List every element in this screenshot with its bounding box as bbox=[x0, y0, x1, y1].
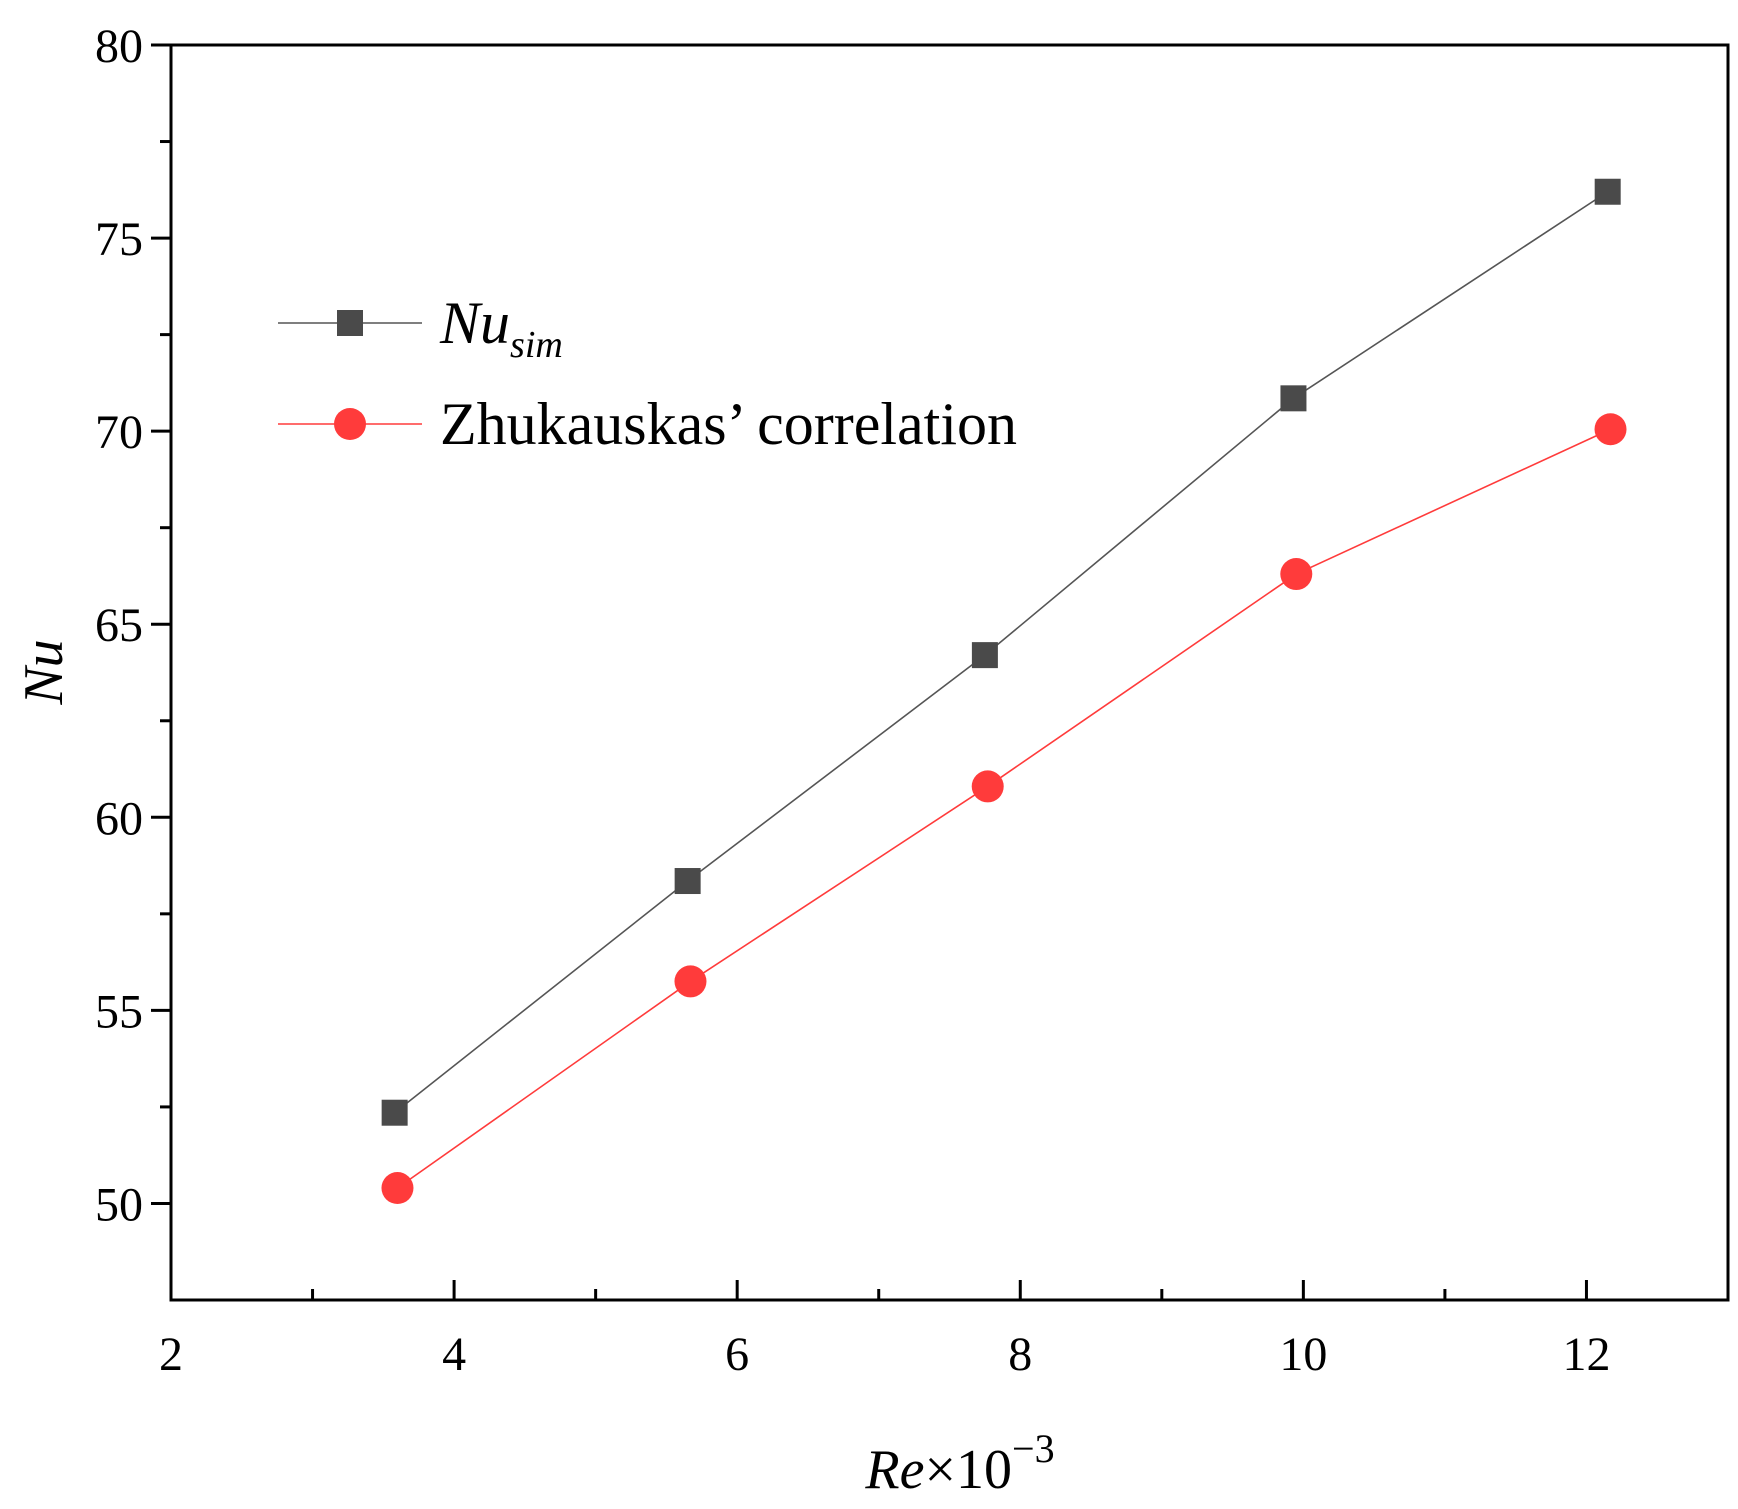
legend-label: Zhukauskas’ correlation bbox=[440, 391, 1017, 457]
data-point bbox=[971, 642, 998, 669]
x-tick-label: 12 bbox=[1562, 1328, 1610, 1381]
series-line bbox=[394, 191, 1609, 1114]
data-point bbox=[381, 1172, 414, 1205]
x-tick-label: 6 bbox=[725, 1328, 749, 1381]
legend-marker bbox=[334, 408, 366, 440]
legend: Nusim Zhukauskas’ correlation bbox=[278, 290, 1017, 457]
legend-item-2: Zhukauskas’ correlation bbox=[278, 391, 1017, 457]
plot-frame bbox=[169, 43, 1730, 1302]
legend-label-main: Zhukauskas’ correlation bbox=[440, 391, 1017, 457]
series-layer bbox=[381, 178, 1627, 1205]
x-axis-multiplier: ×10 bbox=[924, 1439, 1012, 1501]
data-point bbox=[674, 868, 701, 895]
data-point bbox=[1594, 413, 1627, 446]
y-axis-ticks: 50 55 60 65 70 75 80 bbox=[95, 20, 171, 1231]
legend-label: Nusim bbox=[439, 290, 563, 366]
legend-item-1: Nusim bbox=[278, 290, 563, 366]
legend-label-sub: sim bbox=[510, 324, 563, 366]
data-point bbox=[674, 965, 707, 998]
y-tick-label: 55 bbox=[95, 985, 143, 1038]
y-tick-label: 75 bbox=[95, 213, 143, 266]
data-point bbox=[1280, 385, 1307, 412]
x-axis-title: Re×10−3 bbox=[864, 1426, 1054, 1501]
y-tick-label: 50 bbox=[95, 1178, 143, 1231]
series-1 bbox=[381, 178, 1621, 1126]
x-axis-var: Re bbox=[864, 1439, 924, 1501]
x-tick-label: 8 bbox=[1008, 1328, 1032, 1381]
data-point bbox=[381, 1099, 408, 1126]
y-tick-label: 65 bbox=[95, 599, 143, 652]
y-tick-label: 60 bbox=[95, 792, 143, 845]
x-tick-label: 4 bbox=[442, 1328, 466, 1381]
series-line bbox=[397, 428, 1611, 1189]
x-axis-ticks: 2 4 6 8 10 12 bbox=[159, 1280, 1610, 1381]
y-tick-label: 70 bbox=[95, 406, 143, 459]
data-point bbox=[971, 770, 1004, 803]
legend-label-main: Nu bbox=[439, 290, 510, 356]
y-axis-title: Nu bbox=[13, 639, 75, 705]
x-tick-label: 10 bbox=[1279, 1328, 1327, 1381]
data-point bbox=[1594, 178, 1621, 205]
legend-marker bbox=[337, 310, 363, 336]
data-point bbox=[1280, 558, 1313, 591]
series-2 bbox=[381, 413, 1627, 1205]
x-axis-exponent: −3 bbox=[1012, 1426, 1055, 1471]
y-tick-label: 80 bbox=[95, 20, 143, 73]
x-tick-label: 2 bbox=[159, 1328, 183, 1381]
